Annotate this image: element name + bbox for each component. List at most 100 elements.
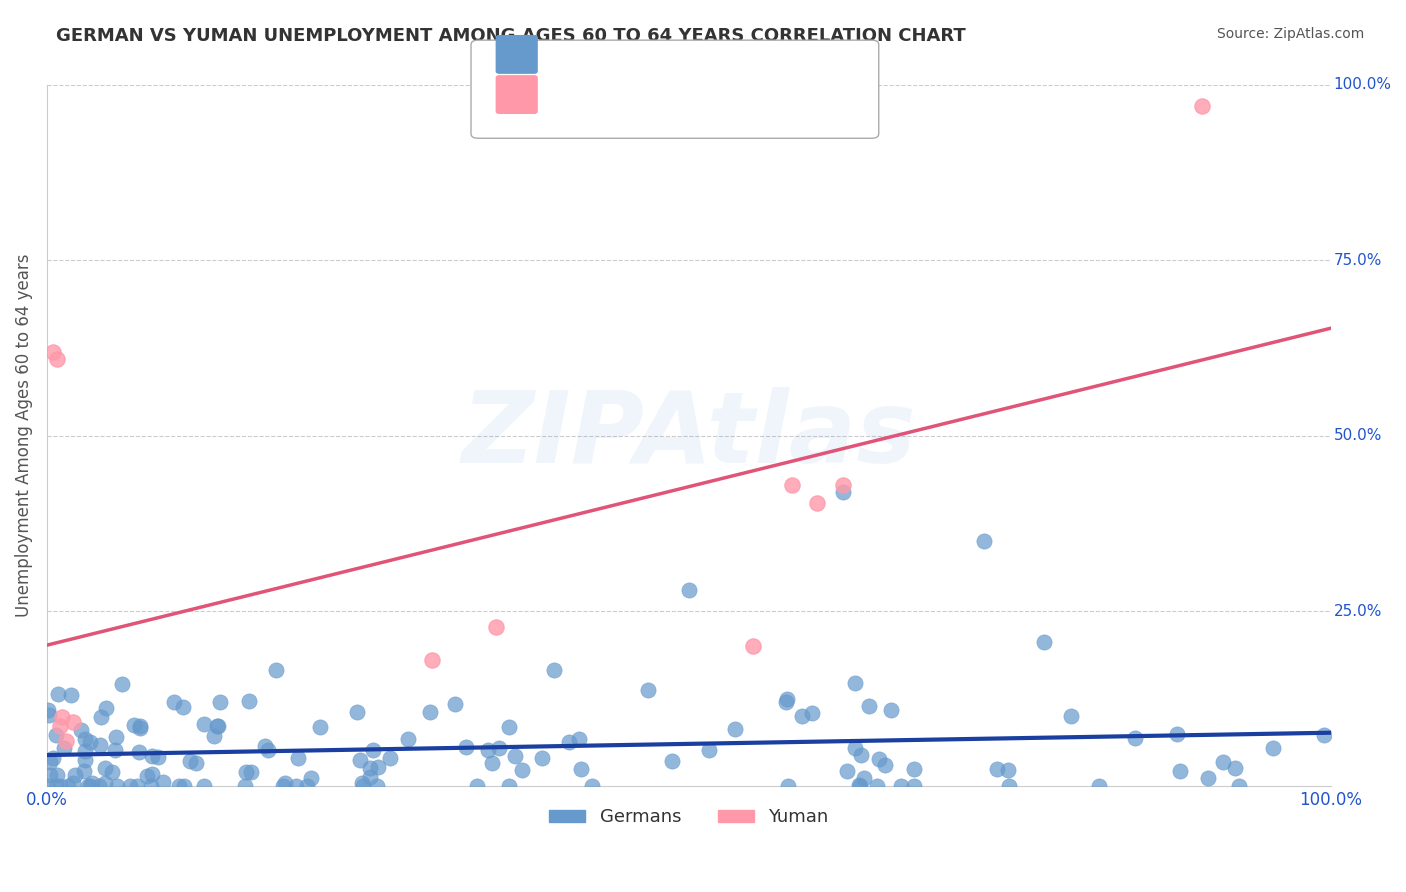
Point [1168,764,1191,779]
Point [903,762,925,776]
Point [202,729,225,743]
Point [141,766,163,780]
Point [724,723,747,737]
Point [396,731,419,746]
Point [105,780,128,794]
Text: Source: ZipAtlas.com: Source: ZipAtlas.com [1216,27,1364,41]
Point [568,731,591,746]
Point [62,715,84,730]
Point [94,761,117,775]
Point [94,701,117,715]
Point [38,708,60,723]
Text: 50.0%: 50.0% [1333,428,1382,443]
Point [1263,740,1285,755]
Point [780,478,803,492]
Point [866,780,889,794]
Point [465,780,488,794]
Point [835,764,858,778]
Point [58,780,80,794]
Point [359,761,381,775]
Point [295,780,318,794]
Point [79,734,101,748]
Text: GERMAN VS YUMAN UNEMPLOYMENT AMONG AGES 60 TO 64 YEARS CORRELATION CHART: GERMAN VS YUMAN UNEMPLOYMENT AMONG AGES … [56,27,966,45]
Point [193,717,215,731]
Point [309,720,332,734]
Point [697,742,720,756]
Point [346,706,368,720]
Point [776,691,799,706]
Point [1223,761,1246,775]
Point [873,758,896,772]
Point [363,742,385,756]
Point [45,728,67,742]
Text: ZIPAtlas: ZIPAtlas [461,387,917,484]
Point [1191,99,1213,113]
Point [299,771,322,785]
Point [184,756,207,770]
Point [104,742,127,756]
Point [1197,771,1219,785]
Point [456,739,478,754]
Point [55,734,77,748]
Point [806,496,828,510]
Point [46,768,69,782]
Point [239,764,262,779]
Point [264,663,287,677]
Text: 100.0%: 100.0% [1333,78,1392,93]
Point [485,620,508,634]
Point [844,676,866,690]
Point [274,776,297,790]
Point [238,694,260,708]
Point [51,710,73,724]
Point [352,780,374,794]
Point [111,677,134,691]
Point [141,780,163,794]
Point [75,744,97,758]
Point [569,762,592,776]
Point [125,780,148,794]
Point [37,780,59,794]
Text: R = 0.635   N =  13: R = 0.635 N = 13 [544,86,735,103]
Point [1227,780,1250,794]
Point [868,752,890,766]
Point [101,765,124,780]
Point [46,351,69,366]
Point [287,750,309,764]
Point [1123,731,1146,745]
Point [254,739,277,754]
Point [87,780,110,794]
Point [543,663,565,677]
Point [419,705,441,719]
Point [998,780,1021,794]
Point [879,703,901,717]
Point [1313,728,1336,742]
Point [790,708,813,723]
Point [59,688,82,702]
Point [661,754,683,768]
Point [173,780,195,794]
Point [207,719,229,733]
Point [557,735,579,749]
Y-axis label: Unemployment Among Ages 60 to 64 years: Unemployment Among Ages 60 to 64 years [15,254,32,617]
Point [858,699,880,714]
Point [39,755,62,769]
Point [359,770,381,784]
Point [512,763,534,777]
Point [76,780,98,794]
Point [256,743,278,757]
Point [207,719,229,733]
Point [128,746,150,760]
Point [903,780,925,794]
Point [45,780,67,794]
Point [141,749,163,764]
Point [105,731,128,745]
Point [53,740,76,755]
Point [503,749,526,764]
Point [146,750,169,764]
Point [844,740,866,755]
Point [152,774,174,789]
Point [179,754,201,768]
Point [420,653,443,667]
Point [488,740,510,755]
Point [42,344,65,359]
